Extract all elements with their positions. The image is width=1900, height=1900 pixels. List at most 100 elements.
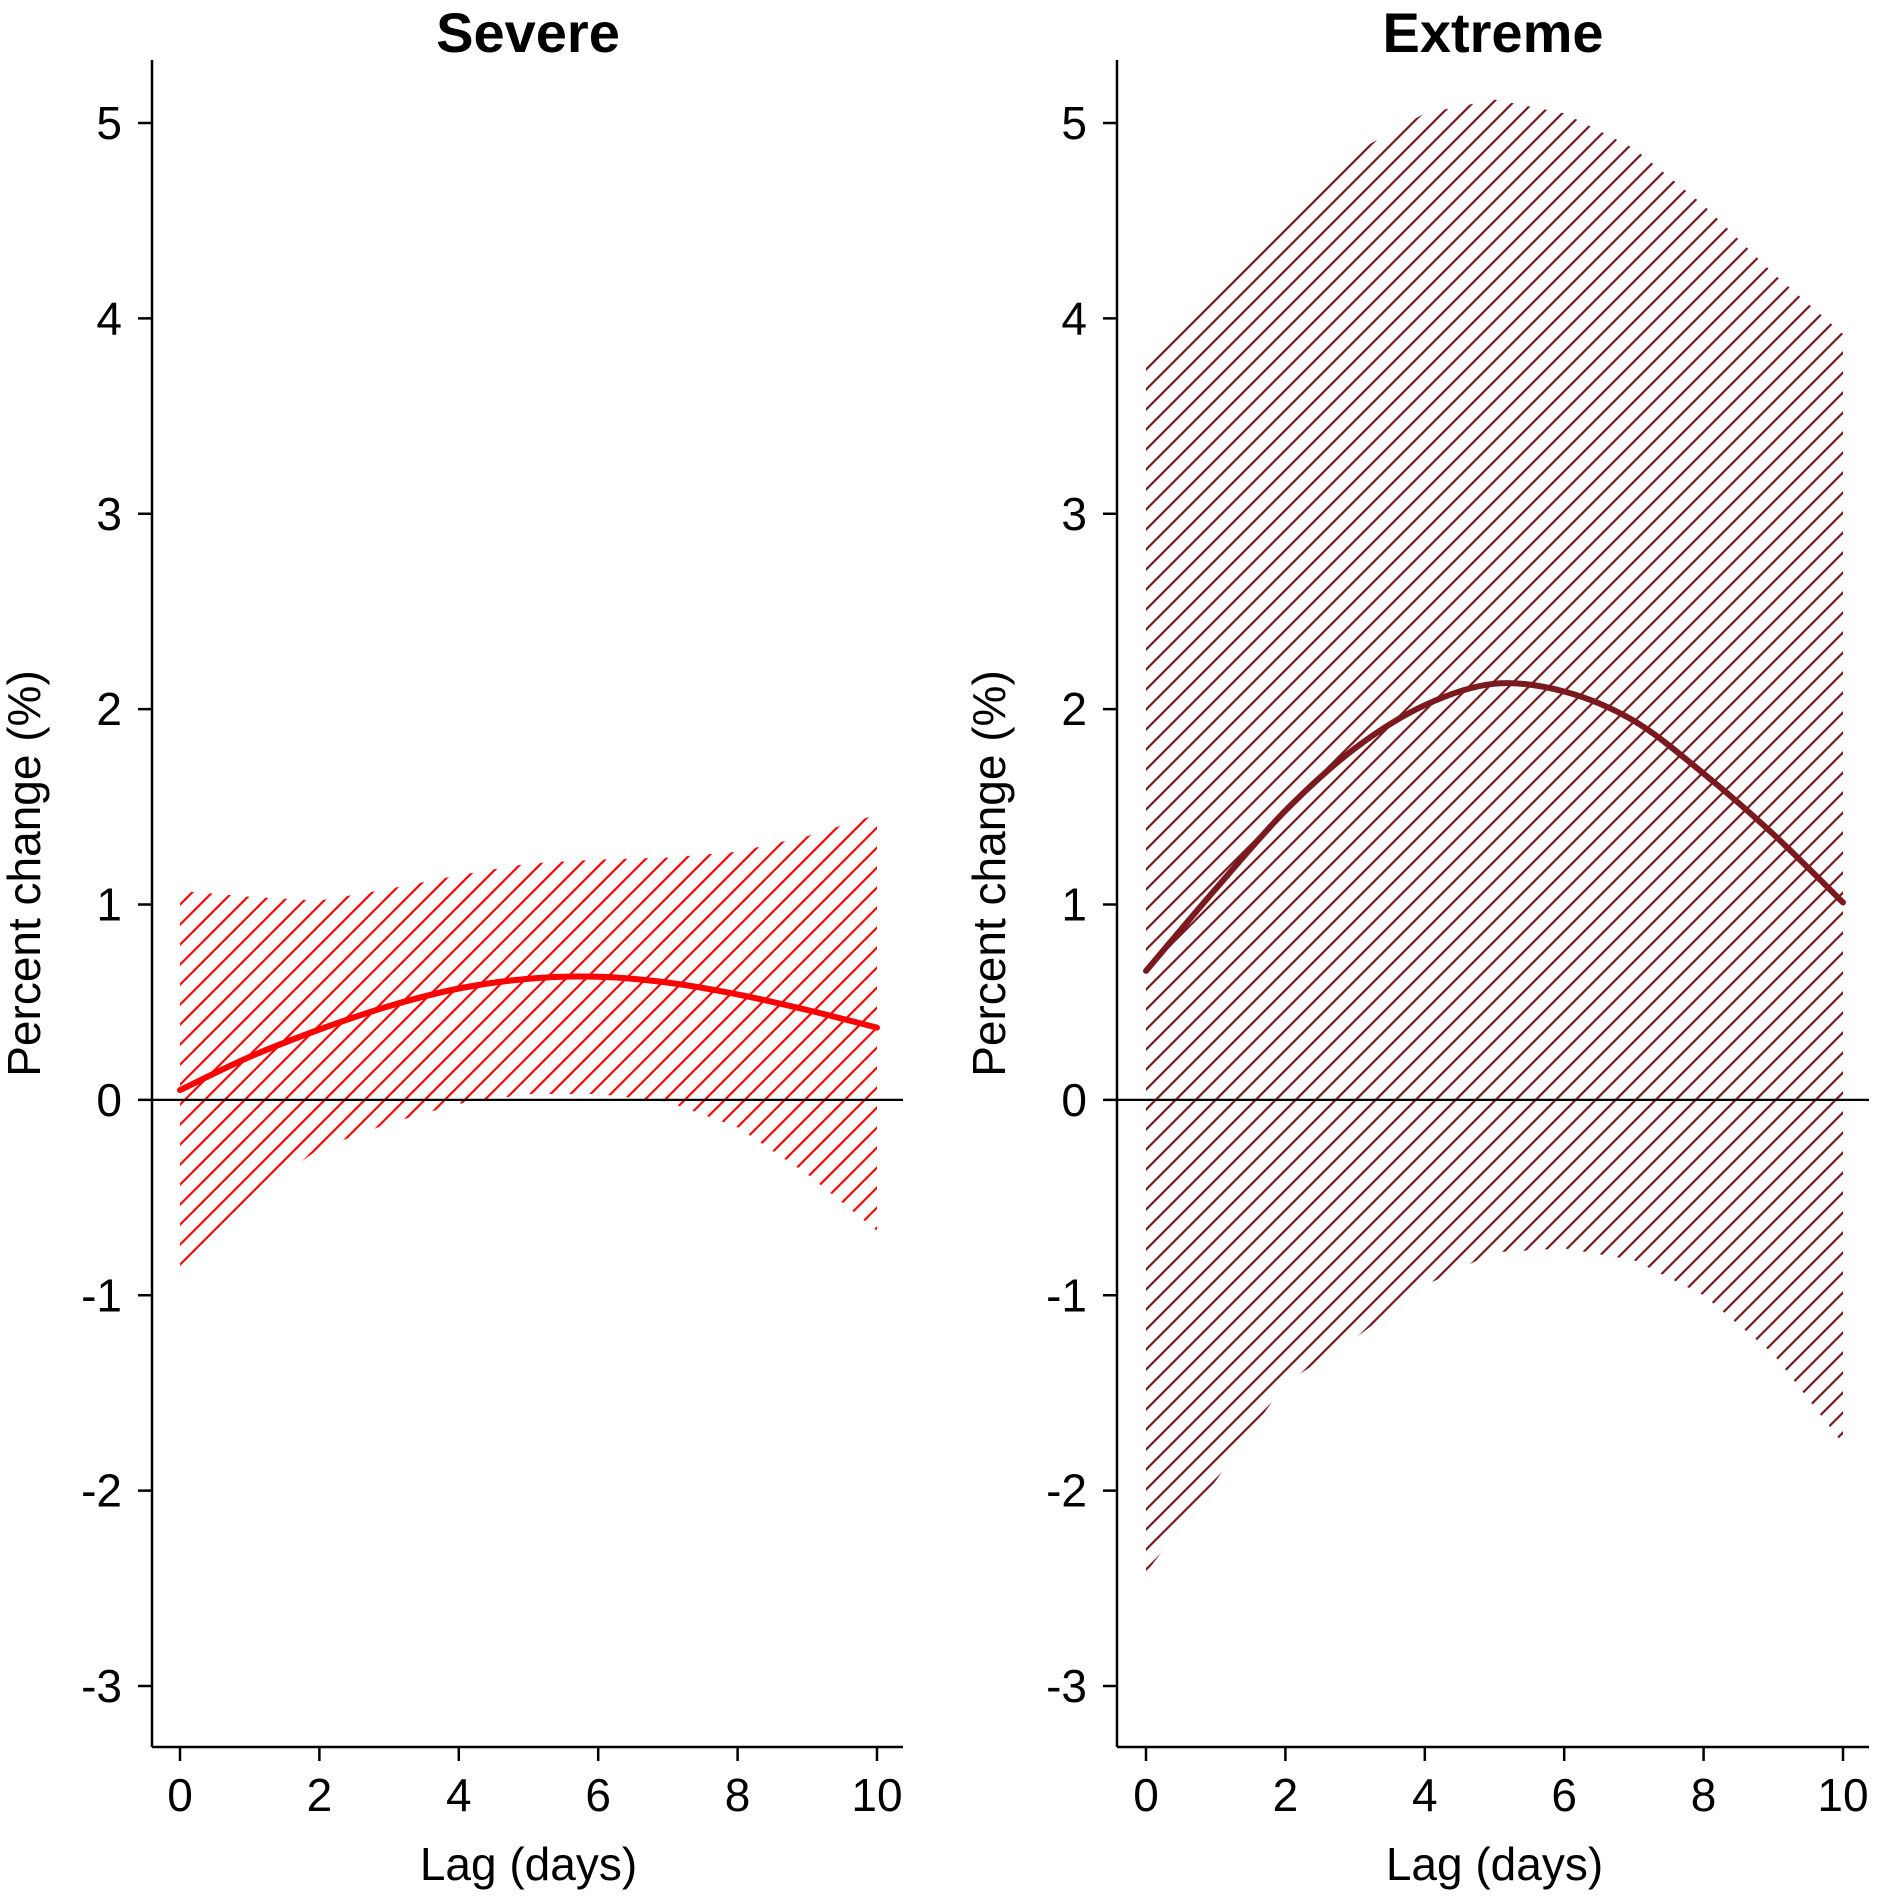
hatch-line bbox=[1146, 99, 1347, 1573]
x-axis-label: Lag (days) bbox=[420, 1838, 637, 1890]
hatch-line bbox=[1146, 99, 1207, 1573]
hatch-line bbox=[1146, 99, 1567, 1573]
hatch-line bbox=[1146, 99, 1247, 1573]
hatch-line bbox=[1146, 99, 1667, 1573]
y-tick-label: 1 bbox=[1061, 879, 1087, 931]
hatch-line bbox=[1146, 99, 1747, 1573]
hatch-line bbox=[180, 814, 561, 1268]
y-axis-label: Percent change (%) bbox=[963, 670, 1015, 1077]
hatch-line bbox=[545, 814, 877, 1268]
hatch-line bbox=[1146, 99, 1843, 1573]
hatch-line bbox=[1146, 99, 1843, 1573]
hatch-line bbox=[1146, 99, 1843, 1573]
hatch-line bbox=[1146, 99, 1843, 1573]
y-tick-label: -1 bbox=[1046, 1269, 1087, 1321]
hatch-line bbox=[1146, 99, 1287, 1573]
y-tick-label: 3 bbox=[96, 488, 122, 540]
hatch-line bbox=[345, 814, 821, 1268]
hatch-line bbox=[1146, 99, 1843, 1573]
hatch-line bbox=[1146, 99, 1547, 1573]
y-tick-label: -2 bbox=[1046, 1465, 1087, 1517]
hatch-line bbox=[1146, 99, 1843, 1573]
hatch-line bbox=[1632, 99, 1843, 1573]
hatch-line bbox=[1146, 99, 1843, 1573]
hatch-line bbox=[645, 814, 877, 1268]
x-axis-label: Lag (days) bbox=[1386, 1838, 1603, 1890]
hatch-line bbox=[0, 90, 1126, 1583]
hatch-line bbox=[445, 814, 877, 1268]
hatch-line bbox=[305, 814, 781, 1268]
hatch-line bbox=[1592, 99, 1843, 1573]
hatch-line bbox=[485, 814, 877, 1268]
hatch-line bbox=[785, 814, 877, 1268]
hatch-line bbox=[245, 814, 721, 1268]
hatch-line bbox=[1572, 99, 1843, 1573]
hatch-line bbox=[1272, 99, 1843, 1573]
hatch-line bbox=[1146, 99, 1843, 1573]
hatch-line bbox=[1146, 99, 1307, 1573]
series-line bbox=[1143, 680, 1846, 974]
hatch-line bbox=[1146, 99, 1843, 1573]
y-tick-label: -3 bbox=[1046, 1660, 1087, 1712]
hatch-line bbox=[180, 814, 581, 1268]
hatch-line bbox=[1146, 99, 1843, 1573]
hatch-line bbox=[1146, 99, 1843, 1573]
hatch-line bbox=[1146, 99, 1843, 1573]
x-tick-label: 0 bbox=[1133, 1769, 1159, 1821]
hatch-line bbox=[525, 814, 877, 1268]
hatch-line bbox=[1146, 99, 1427, 1573]
x-tick-label: 6 bbox=[585, 1769, 611, 1821]
hatch-line bbox=[1146, 99, 1843, 1573]
hatch-line bbox=[1146, 99, 1587, 1573]
hatch-line bbox=[205, 814, 681, 1268]
hatch-line bbox=[405, 814, 877, 1268]
x-tick-label: 8 bbox=[725, 1769, 751, 1821]
hatch-line bbox=[1146, 99, 1843, 1573]
hatch-line bbox=[465, 814, 877, 1268]
panel-title: Severe bbox=[436, 1, 620, 64]
x-tick-label: 10 bbox=[851, 1769, 902, 1821]
hatch-line bbox=[1146, 99, 1843, 1573]
y-tick-label: 0 bbox=[1061, 1074, 1087, 1126]
series-line bbox=[177, 973, 880, 1094]
hatch-line bbox=[0, 90, 1106, 1583]
hatch-line bbox=[1146, 99, 1447, 1573]
hatch-line bbox=[1146, 99, 1843, 1573]
hatch-line bbox=[180, 814, 361, 1268]
hatch-line bbox=[1146, 99, 1843, 1573]
hatch-line bbox=[1146, 99, 1807, 1573]
hatch-line bbox=[1146, 99, 1767, 1573]
hatch-line bbox=[1832, 99, 1843, 1573]
x-tick-label: 4 bbox=[1412, 1769, 1438, 1821]
hatch-line bbox=[1146, 99, 1843, 1573]
hatch-line bbox=[1146, 99, 1843, 1573]
hatch-line bbox=[1412, 99, 1843, 1573]
hatch-line bbox=[180, 814, 501, 1268]
y-tick-label: 2 bbox=[1061, 683, 1087, 735]
hatch-line bbox=[425, 814, 877, 1268]
hatch-line bbox=[1146, 99, 1487, 1573]
hatch-line bbox=[385, 814, 861, 1268]
y-tick-label: 4 bbox=[1061, 292, 1087, 344]
hatch-line bbox=[1146, 99, 1707, 1573]
hatch-line bbox=[365, 814, 841, 1268]
hatch-line bbox=[1146, 99, 1843, 1573]
hatch-line bbox=[185, 814, 661, 1268]
hatch-line bbox=[180, 814, 621, 1268]
hatch-line bbox=[1146, 99, 1843, 1573]
hatch-line bbox=[1146, 99, 1843, 1573]
hatch-line bbox=[1146, 99, 1647, 1573]
hatch-line bbox=[1532, 99, 1843, 1573]
hatch-line bbox=[1146, 99, 1607, 1573]
y-tick-label: -1 bbox=[81, 1269, 122, 1321]
hatch-line bbox=[325, 814, 801, 1268]
hatch-line bbox=[1612, 99, 1843, 1573]
hatch-line bbox=[1146, 99, 1843, 1573]
x-tick-label: 8 bbox=[1691, 1769, 1717, 1821]
hatch-line bbox=[1292, 99, 1843, 1573]
hatch-line bbox=[1146, 99, 1843, 1573]
hatch-line bbox=[1146, 99, 1727, 1573]
hatch-line bbox=[1146, 99, 1843, 1573]
hatch-line bbox=[765, 814, 877, 1268]
